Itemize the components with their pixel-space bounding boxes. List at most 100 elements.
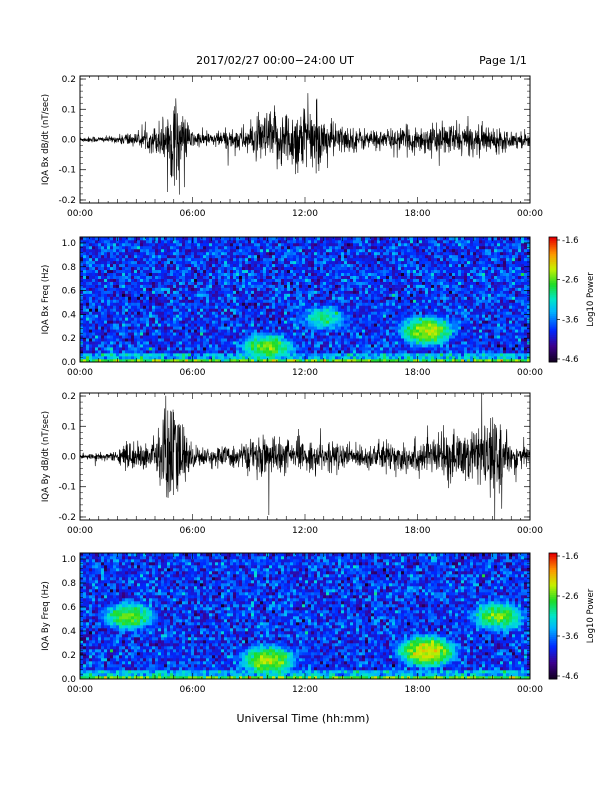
spectrogram-cell — [347, 257, 351, 262]
spectrogram-cell — [347, 281, 351, 285]
spectrogram-cell — [260, 320, 264, 324]
spectrogram-cell — [341, 281, 345, 285]
spectrogram-cell — [401, 269, 405, 274]
spectrogram-cell — [362, 269, 366, 274]
spectrogram-cell — [233, 332, 237, 336]
spectrogram-cell — [401, 245, 405, 250]
spectrogram-cell — [107, 266, 111, 271]
spectrogram-cell — [98, 305, 102, 309]
spectrogram-cell — [302, 323, 306, 327]
spectrogram-cell — [272, 359, 276, 363]
spectrogram-cell — [209, 305, 213, 309]
spectrogram-cell — [188, 254, 192, 259]
spectrogram-cell — [344, 320, 348, 324]
spectrogram-cell — [362, 263, 366, 268]
spectrogram-cell — [116, 308, 120, 312]
spectrogram-cell — [407, 278, 411, 282]
spectrogram-cell — [215, 326, 219, 330]
spectrogram-cell — [290, 254, 294, 259]
spectrogram-cell — [83, 257, 87, 262]
spectrogram-cell — [371, 338, 375, 342]
spectrogram-cell — [83, 263, 87, 268]
spectrogram-cell — [422, 284, 426, 288]
spectrogram-cell — [233, 320, 237, 324]
spectrogram-cell — [113, 302, 117, 306]
spectrogram-cell — [149, 323, 153, 327]
spectrogram-cell — [380, 344, 384, 348]
spectrogram-cell — [209, 284, 213, 288]
spectrogram-cell — [368, 287, 372, 291]
spectrogram-cell — [218, 239, 222, 244]
spectrogram-cell — [254, 281, 258, 285]
spectrogram-cell — [323, 278, 327, 282]
spectrogram-cell — [101, 305, 105, 309]
spectrogram-cell — [161, 275, 165, 279]
spectrogram-cell — [308, 311, 312, 315]
spectrogram-cell — [197, 257, 201, 262]
spectrogram-cell — [239, 314, 243, 318]
y-tick-label: -0.1 — [58, 166, 76, 176]
spectrogram-cell — [131, 359, 135, 363]
spectrogram-cell — [275, 275, 279, 279]
spectrogram-cell — [302, 266, 306, 271]
spectrogram-cell — [155, 272, 159, 276]
spectrogram-cell — [197, 338, 201, 342]
spectrogram-cell — [128, 290, 132, 294]
spectrogram-cell — [293, 305, 297, 309]
spectrogram-cell — [311, 359, 315, 363]
spectrogram-cell — [107, 263, 111, 268]
spectrogram-cell — [179, 248, 183, 253]
spectrogram-cell — [113, 251, 117, 256]
spectrogram-cell — [89, 320, 93, 324]
spectrogram-cell — [191, 305, 195, 309]
spectrogram-cell — [401, 335, 405, 339]
spectrogram-cell — [107, 323, 111, 327]
spectrogram-cell — [194, 290, 198, 294]
spectrogram-cell — [248, 329, 252, 333]
spectrogram-cell — [95, 242, 99, 247]
spectrogram-cell — [230, 299, 234, 303]
spectrogram-cell — [224, 272, 228, 276]
spectrogram-cell — [149, 245, 153, 250]
spectrogram-cell — [164, 308, 168, 312]
spectrogram-cell — [119, 338, 123, 342]
spectrogram-cell — [422, 237, 426, 241]
spectrogram-cell — [326, 350, 330, 354]
spectrogram-cell — [149, 284, 153, 288]
spectrogram-cell — [359, 281, 363, 285]
spectrogram-cell — [113, 356, 117, 360]
spectrogram-cell — [302, 356, 306, 360]
spectrogram-cell — [257, 314, 261, 318]
spectrogram-cell — [251, 338, 255, 342]
spectrogram-cell — [407, 290, 411, 294]
spectrogram-cell — [332, 347, 336, 351]
spectrogram-cell — [200, 263, 204, 268]
spectrogram-cell — [104, 248, 108, 253]
spectrogram-cell — [287, 317, 291, 321]
spectrogram-cell — [308, 251, 312, 256]
spectrogram-cell — [83, 287, 87, 291]
spectrogram-cell — [116, 329, 120, 333]
spectrogram-cell — [164, 320, 168, 324]
spectrogram-cell — [416, 317, 420, 321]
spectrogram-cell — [377, 251, 381, 256]
spectrogram-cell — [227, 344, 231, 348]
spectrogram-cell — [299, 296, 303, 300]
spectrogram-cell — [398, 341, 402, 345]
spectrogram-cell — [119, 347, 123, 351]
spectrogram-cell — [98, 311, 102, 315]
spectrogram-cell — [188, 272, 192, 276]
spectrogram-cell — [371, 257, 375, 262]
spectrogram-cell — [401, 266, 405, 271]
spectrogram-cell — [347, 314, 351, 318]
spectrogram-cell — [365, 254, 369, 259]
spectrogram-cell — [401, 260, 405, 265]
spectrogram-cell — [344, 326, 348, 330]
spectrogram-cell — [215, 257, 219, 262]
spectrogram-cell — [152, 356, 156, 360]
spectrogram-cell — [353, 287, 357, 291]
spectrogram-cell — [278, 302, 282, 306]
spectrogram-cell — [353, 302, 357, 306]
spectrogram-cell — [386, 287, 390, 291]
spectrogram-cell — [98, 287, 102, 291]
